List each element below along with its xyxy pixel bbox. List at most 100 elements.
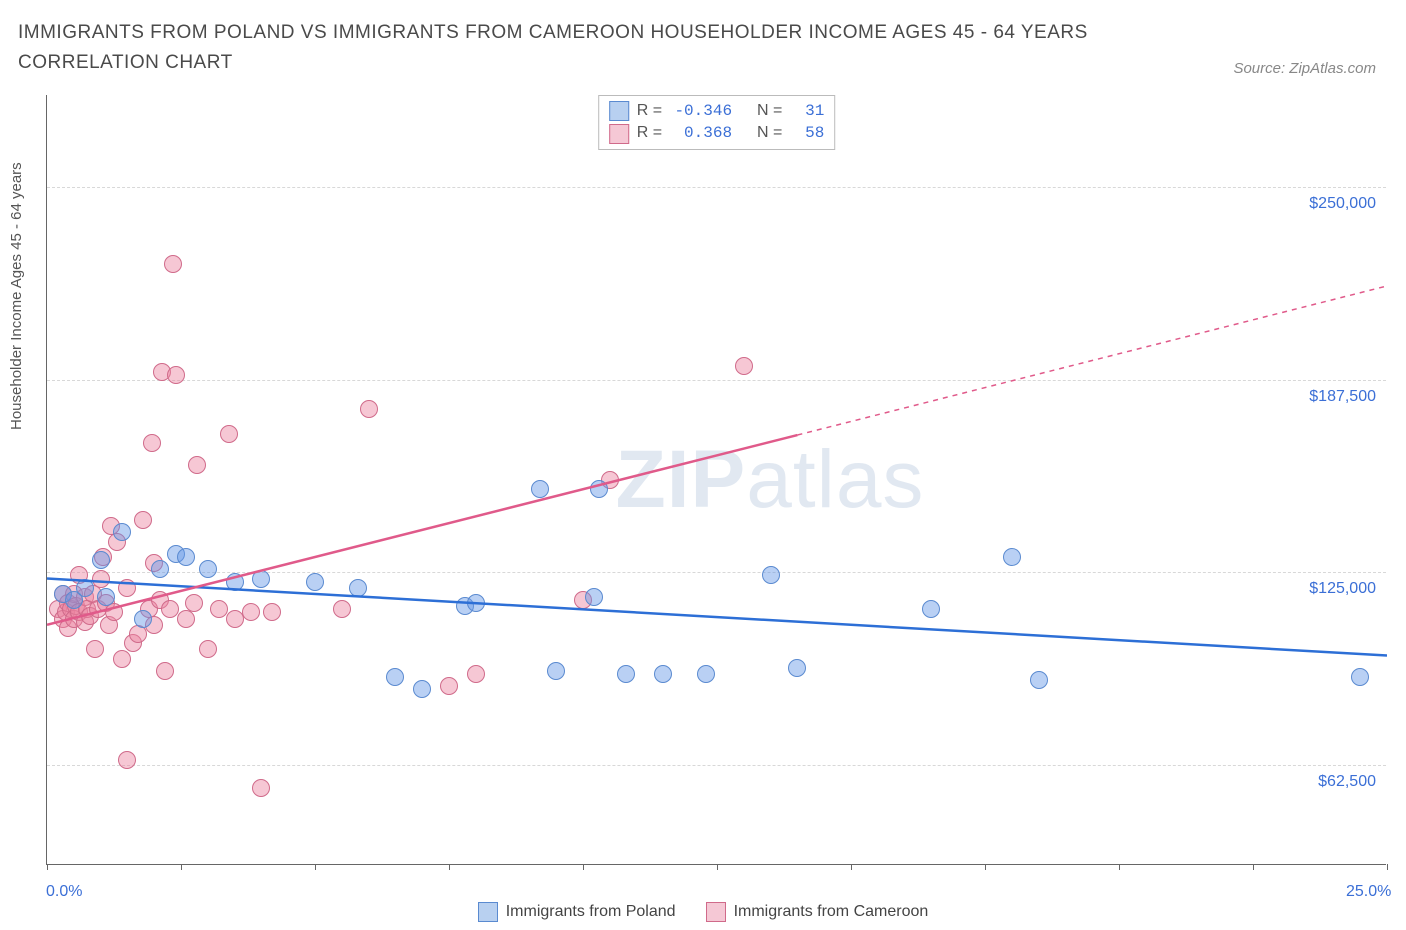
data-point: [105, 603, 123, 621]
r-value: -0.346: [670, 100, 732, 122]
data-point: [1030, 671, 1048, 689]
data-point: [467, 665, 485, 683]
x-tick: [851, 864, 852, 870]
data-point: [143, 434, 161, 452]
data-point: [156, 662, 174, 680]
data-point: [161, 600, 179, 618]
data-point: [306, 573, 324, 591]
gridline: [47, 380, 1386, 381]
data-point: [199, 640, 217, 658]
data-point: [134, 511, 152, 529]
n-value: 31: [790, 100, 824, 122]
watermark: ZIPatlas: [616, 433, 925, 527]
data-point: [263, 603, 281, 621]
data-point: [177, 548, 195, 566]
data-point: [360, 400, 378, 418]
data-point: [349, 579, 367, 597]
data-point: [467, 594, 485, 612]
x-tick: [583, 864, 584, 870]
x-tick: [47, 864, 48, 870]
data-point: [590, 480, 608, 498]
data-point: [76, 579, 94, 597]
data-point: [697, 665, 715, 683]
data-point: [177, 610, 195, 628]
data-point: [440, 677, 458, 695]
plot-area: ZIPatlas R = -0.346 N = 31 R = 0.368 N = 58 $…: [46, 95, 1386, 865]
data-point: [252, 570, 270, 588]
data-point: [333, 600, 351, 618]
gridline: [47, 187, 1386, 188]
x-tick: [315, 864, 316, 870]
data-point: [151, 560, 169, 578]
correlation-legend: R = -0.346 N = 31 R = 0.368 N = 58: [598, 95, 836, 150]
data-point: [118, 579, 136, 597]
data-point: [735, 357, 753, 375]
chart-title: IMMIGRANTS FROM POLAND VS IMMIGRANTS FRO…: [18, 18, 1138, 79]
data-point: [199, 560, 217, 578]
data-point: [188, 456, 206, 474]
x-tick: [985, 864, 986, 870]
x-tick: [449, 864, 450, 870]
y-tick-label: $187,500: [1309, 388, 1376, 406]
r-value: 0.368: [670, 122, 732, 144]
data-point: [762, 566, 780, 584]
r-label: R =: [637, 122, 662, 144]
legend-swatch: [478, 902, 498, 922]
gridline: [47, 765, 1386, 766]
data-point: [252, 779, 270, 797]
data-point: [220, 425, 238, 443]
source-attribution: Source: ZipAtlas.com: [1233, 60, 1376, 77]
legend-row: R = 0.368 N = 58: [609, 122, 825, 144]
series-legend: Immigrants from Poland Immigrants from Ca…: [0, 902, 1406, 922]
data-point: [1003, 548, 1021, 566]
n-label: N =: [757, 100, 782, 122]
legend-label: Immigrants from Cameroon: [734, 903, 929, 921]
data-point: [531, 480, 549, 498]
data-point: [617, 665, 635, 683]
data-point: [167, 366, 185, 384]
x-tick: [717, 864, 718, 870]
data-point: [547, 662, 565, 680]
legend-swatch: [609, 101, 629, 121]
x-tick: [1387, 864, 1388, 870]
data-point: [654, 665, 672, 683]
y-tick-label: $62,500: [1318, 773, 1376, 791]
y-axis-label: Householder Income Ages 45 - 64 years: [8, 162, 25, 430]
data-point: [118, 751, 136, 769]
x-tick-label: 25.0%: [1346, 883, 1391, 901]
data-point: [164, 255, 182, 273]
data-point: [185, 594, 203, 612]
data-point: [113, 523, 131, 541]
x-tick: [1119, 864, 1120, 870]
data-point: [92, 570, 110, 588]
r-label: R =: [637, 100, 662, 122]
legend-row: R = -0.346 N = 31: [609, 100, 825, 122]
data-point: [386, 668, 404, 686]
data-point: [113, 650, 131, 668]
y-tick-label: $125,000: [1309, 580, 1376, 598]
data-point: [413, 680, 431, 698]
legend-label: Immigrants from Poland: [506, 903, 676, 921]
n-label: N =: [757, 122, 782, 144]
legend-swatch: [609, 124, 629, 144]
x-tick: [1253, 864, 1254, 870]
legend-item: Immigrants from Poland: [478, 902, 676, 922]
data-point: [129, 625, 147, 643]
data-point: [92, 551, 110, 569]
data-point: [134, 610, 152, 628]
data-point: [242, 603, 260, 621]
y-tick-label: $250,000: [1309, 195, 1376, 213]
data-point: [922, 600, 940, 618]
n-value: 58: [790, 122, 824, 144]
data-point: [585, 588, 603, 606]
data-point: [1351, 668, 1369, 686]
x-tick: [181, 864, 182, 870]
x-tick-label: 0.0%: [46, 883, 82, 901]
data-point: [97, 588, 115, 606]
legend-swatch: [706, 902, 726, 922]
gridline: [47, 572, 1386, 573]
data-point: [86, 640, 104, 658]
data-point: [226, 573, 244, 591]
legend-item: Immigrants from Cameroon: [706, 902, 929, 922]
data-point: [788, 659, 806, 677]
